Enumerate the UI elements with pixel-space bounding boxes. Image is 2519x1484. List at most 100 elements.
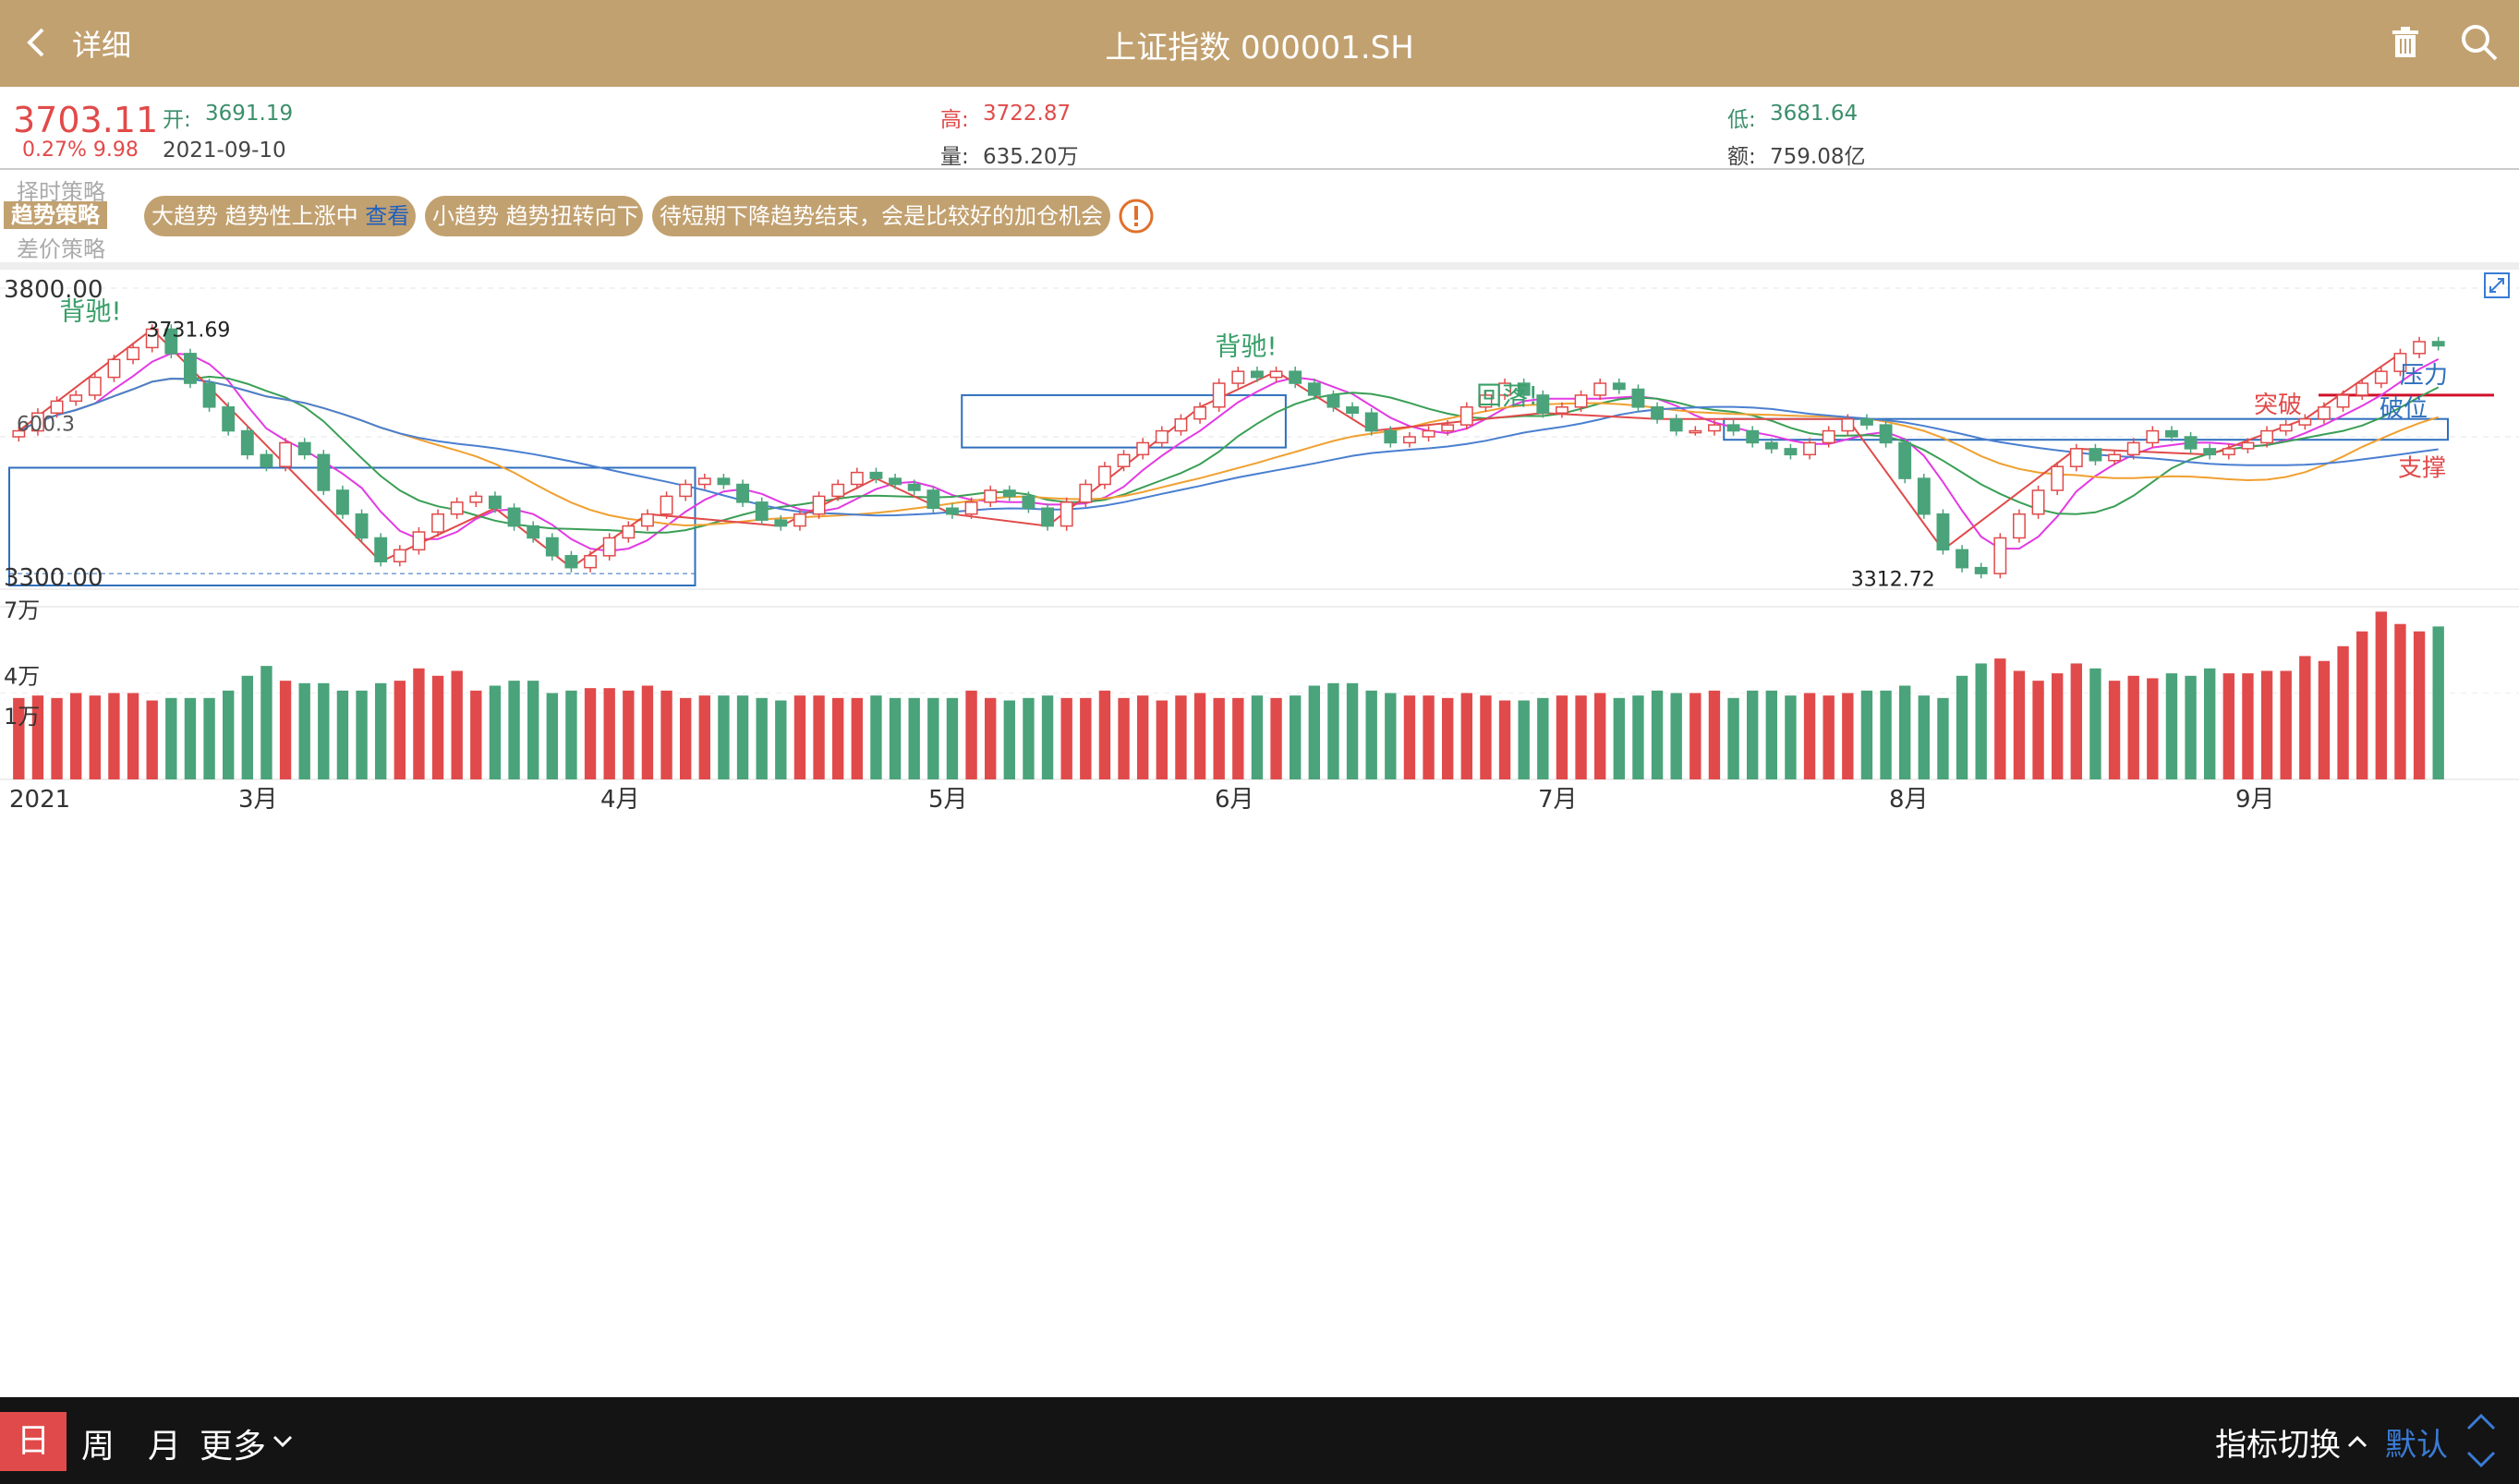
break-level-label: 破位 bbox=[2380, 395, 2428, 423]
price-axis-mid: 600.3 bbox=[17, 414, 75, 437]
volume-bar bbox=[1994, 658, 2006, 779]
volume-bar bbox=[375, 682, 387, 779]
volume-bar bbox=[2356, 631, 2368, 779]
candle-body bbox=[2374, 370, 2388, 384]
volume-bar bbox=[1765, 690, 1777, 779]
candle-body bbox=[12, 429, 26, 438]
volume-bar bbox=[1480, 695, 1492, 779]
tab-spread-strategy[interactable]: 差价策略 bbox=[17, 236, 105, 262]
candle-body bbox=[2013, 513, 2026, 539]
candle-body bbox=[1784, 448, 1798, 456]
candle-body bbox=[2298, 417, 2312, 426]
period-month[interactable]: 月 bbox=[148, 1428, 182, 1466]
info-icon[interactable] bbox=[1118, 198, 1155, 235]
tab-timing-strategy[interactable]: 择时策略 bbox=[17, 179, 105, 205]
low-value: 3681.64 bbox=[1770, 102, 1859, 126]
chevron-up-icon[interactable] bbox=[2346, 1432, 2368, 1451]
candle-body bbox=[584, 555, 597, 569]
period-week[interactable]: 周 bbox=[81, 1428, 115, 1466]
volume-bar bbox=[1270, 697, 1282, 779]
candle-body bbox=[660, 495, 673, 515]
volume-bar bbox=[965, 690, 977, 779]
candle-body bbox=[107, 358, 121, 379]
volume-bar bbox=[2070, 663, 2082, 779]
candle-body bbox=[889, 477, 902, 486]
candle-body bbox=[2279, 424, 2293, 432]
default-indicator[interactable]: 默认 bbox=[2385, 1427, 2448, 1464]
candle-body bbox=[2069, 448, 2083, 467]
volume-bar bbox=[1118, 697, 1130, 779]
candle-body bbox=[907, 483, 921, 491]
volume-bar bbox=[336, 690, 349, 779]
volume-bar bbox=[736, 695, 749, 779]
volume-bar bbox=[1290, 695, 1302, 779]
expand-icon[interactable] bbox=[2483, 271, 2511, 299]
volume-bar bbox=[489, 685, 502, 779]
candle-body bbox=[1689, 429, 1702, 434]
candle-body bbox=[469, 495, 483, 503]
back-icon[interactable] bbox=[18, 24, 55, 61]
kline-chart[interactable]: 3800.00 3300.00 600.3 7万 4万 1万 2021 3月 4月 5月 6月 7月 8… bbox=[0, 270, 2519, 1396]
volume-bar bbox=[1365, 690, 1377, 779]
volume-bar bbox=[1632, 695, 1644, 779]
candle-body bbox=[317, 453, 331, 491]
volume-value: 635.20万 bbox=[983, 145, 1079, 169]
candlesticks bbox=[12, 324, 2445, 579]
volume-bar bbox=[298, 682, 310, 779]
candle-body bbox=[2165, 429, 2178, 438]
small-trend-pill[interactable]: 小趋势 趋势扭转向下 bbox=[425, 196, 643, 236]
search-icon[interactable] bbox=[2459, 22, 2500, 63]
price-change: 0.27% 9.98 bbox=[22, 139, 139, 162]
chevron-down-icon[interactable] bbox=[272, 1432, 294, 1451]
candle-body bbox=[297, 441, 311, 456]
indicator-switch[interactable]: 指标切换 bbox=[2215, 1427, 2341, 1464]
candle-body bbox=[679, 483, 693, 498]
candle-body bbox=[2184, 436, 2198, 450]
volume-bar bbox=[2413, 631, 2426, 779]
view-link[interactable]: 查看 bbox=[365, 203, 410, 229]
candle-body bbox=[222, 406, 236, 432]
support-label: 支撑 bbox=[2398, 455, 2446, 483]
scroll-down-icon[interactable] bbox=[2465, 1447, 2498, 1473]
volume-bar bbox=[1137, 695, 1149, 779]
trash-icon[interactable] bbox=[2387, 24, 2424, 61]
candle-body bbox=[926, 489, 940, 510]
advice-pill[interactable]: 待短期下降趋势结束，会是比较好的加仓机会 bbox=[652, 196, 1110, 236]
volume-bar bbox=[413, 668, 425, 779]
x-axis-label: 5月 bbox=[928, 786, 968, 814]
open-value: 3691.19 bbox=[205, 102, 294, 126]
min-price-label: 3312.72 bbox=[1851, 568, 1935, 591]
back-label[interactable]: 详细 bbox=[72, 28, 132, 63]
candle-body bbox=[1726, 424, 1740, 432]
candle-body bbox=[164, 328, 178, 355]
candle-body bbox=[31, 412, 44, 432]
candle-body bbox=[431, 513, 444, 533]
scroll-up-icon[interactable] bbox=[2465, 1408, 2498, 1434]
volume-bar bbox=[1670, 693, 1682, 779]
candle-body bbox=[1212, 382, 1226, 408]
tab-trend-strategy[interactable]: 趋势策略 bbox=[4, 201, 107, 229]
candle-body bbox=[946, 507, 959, 515]
candle-body bbox=[2051, 465, 2065, 491]
candle-body bbox=[1269, 370, 1283, 379]
volume-bar bbox=[832, 697, 844, 779]
volume-bar bbox=[641, 685, 654, 779]
big-trend-pill[interactable]: 大趋势 趋势性上涨中 查看 bbox=[144, 196, 416, 236]
candle-body bbox=[2108, 453, 2121, 462]
candle-body bbox=[2431, 341, 2445, 347]
period-more[interactable]: 更多 bbox=[200, 1428, 267, 1466]
page-title: 上证指数 000001.SH bbox=[1105, 30, 1414, 66]
volume-bar bbox=[1537, 697, 1549, 779]
candle-body bbox=[1593, 382, 1607, 396]
volume-bar bbox=[2108, 681, 2121, 779]
candle-body bbox=[2203, 448, 2217, 456]
volume-bar bbox=[1385, 693, 1397, 779]
volume-bar bbox=[680, 697, 692, 779]
volume-bar bbox=[2260, 670, 2273, 779]
period-day[interactable]: 日 bbox=[0, 1412, 67, 1471]
candle-body bbox=[1079, 483, 1093, 503]
volume-bar bbox=[1880, 690, 1892, 779]
candle-body bbox=[1136, 441, 1150, 456]
candle-body bbox=[622, 525, 636, 539]
candle-body bbox=[1441, 424, 1455, 432]
